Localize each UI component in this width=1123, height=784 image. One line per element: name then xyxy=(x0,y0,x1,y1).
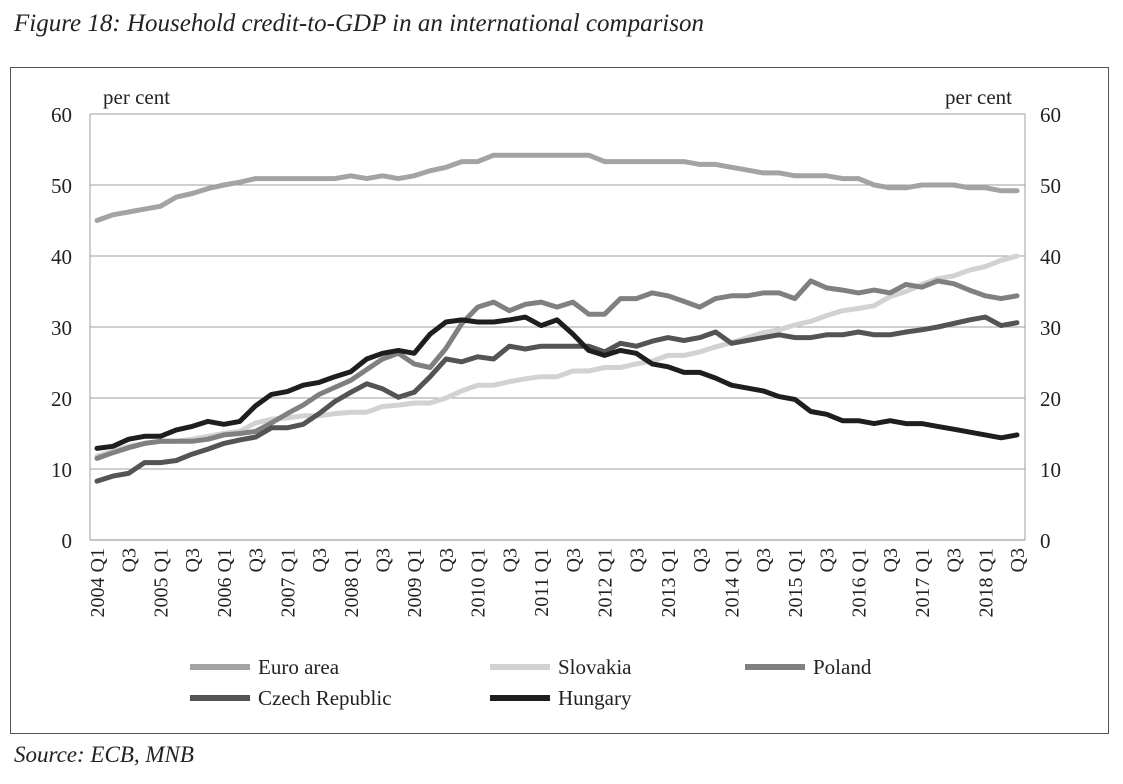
series-line-czech-republic xyxy=(94,314,1020,484)
y-tick-label-right: 50 xyxy=(1040,174,1061,198)
series-line-euro-area xyxy=(94,152,1020,223)
legend-label: Poland xyxy=(813,655,872,679)
series-line-slovakia xyxy=(94,253,1020,459)
x-tick-label: 2004 Q1 xyxy=(87,548,109,617)
x-tick-label: Q3 xyxy=(182,548,204,572)
legend-label: Slovakia xyxy=(558,655,632,679)
x-tick-label: Q3 xyxy=(309,548,331,572)
x-tick-label: Q3 xyxy=(119,548,141,572)
x-tick-label: 2016 Q1 xyxy=(848,548,870,617)
series-line-hungary xyxy=(94,314,1020,451)
x-tick-label: 2005 Q1 xyxy=(150,548,172,617)
y-tick-label-right: 20 xyxy=(1040,387,1061,411)
x-tick-label: 2011 Q1 xyxy=(531,548,553,617)
y-axis-label-left: per cent xyxy=(103,85,170,109)
x-tick-label: Q3 xyxy=(944,548,966,572)
x-tick-label: Q3 xyxy=(817,548,839,572)
x-tick-label: 2018 Q1 xyxy=(975,548,997,617)
source-note: Source: ECB, MNB xyxy=(14,742,194,767)
legend-label: Euro area xyxy=(258,655,340,679)
x-tick-label: 2014 Q1 xyxy=(721,548,743,617)
figure-title: Figure 18: Household credit-to-GDP in an… xyxy=(14,10,704,37)
x-tick-label: 2015 Q1 xyxy=(785,548,807,617)
y-tick-label-left: 0 xyxy=(62,529,73,553)
x-tick-label: 2012 Q1 xyxy=(595,548,617,617)
x-tick-label: Q3 xyxy=(499,548,521,572)
y-tick-label-right: 60 xyxy=(1040,103,1061,127)
y-tick-label-left: 40 xyxy=(51,245,72,269)
y-tick-label-left: 50 xyxy=(51,174,72,198)
chart-frame xyxy=(10,67,1109,734)
x-tick-label: Q3 xyxy=(373,548,395,572)
x-tick-label: 2017 Q1 xyxy=(912,548,934,617)
legend-label: Czech Republic xyxy=(258,686,392,710)
y-tick-label-right: 40 xyxy=(1040,245,1061,269)
y-tick-label-right: 10 xyxy=(1040,458,1061,482)
y-tick-label-left: 30 xyxy=(51,316,72,340)
x-tick-label: Q3 xyxy=(1007,548,1029,572)
x-tick-label: 2006 Q1 xyxy=(214,548,236,617)
x-tick-label: Q3 xyxy=(626,548,648,572)
x-tick-label: 2008 Q1 xyxy=(341,548,363,617)
y-tick-label-right: 0 xyxy=(1040,529,1051,553)
x-tick-label: Q3 xyxy=(246,548,268,572)
y-tick-label-left: 60 xyxy=(51,103,72,127)
x-tick-label: 2013 Q1 xyxy=(658,548,680,617)
y-tick-label-left: 10 xyxy=(51,458,72,482)
x-tick-label: Q3 xyxy=(563,548,585,572)
x-tick-label: Q3 xyxy=(690,548,712,572)
series-line-poland xyxy=(94,278,1020,461)
x-tick-label: 2010 Q1 xyxy=(468,548,490,617)
legend-label: Hungary xyxy=(558,686,632,710)
y-tick-label-right: 30 xyxy=(1040,316,1061,340)
y-tick-label-left: 20 xyxy=(51,387,72,411)
x-tick-label: Q3 xyxy=(880,548,902,572)
y-axis-label-right: per cent xyxy=(945,85,1012,109)
x-tick-label: Q3 xyxy=(436,548,458,572)
x-tick-label: 2007 Q1 xyxy=(277,548,299,617)
x-tick-label: Q3 xyxy=(753,548,775,572)
x-tick-label: 2009 Q1 xyxy=(404,548,426,617)
